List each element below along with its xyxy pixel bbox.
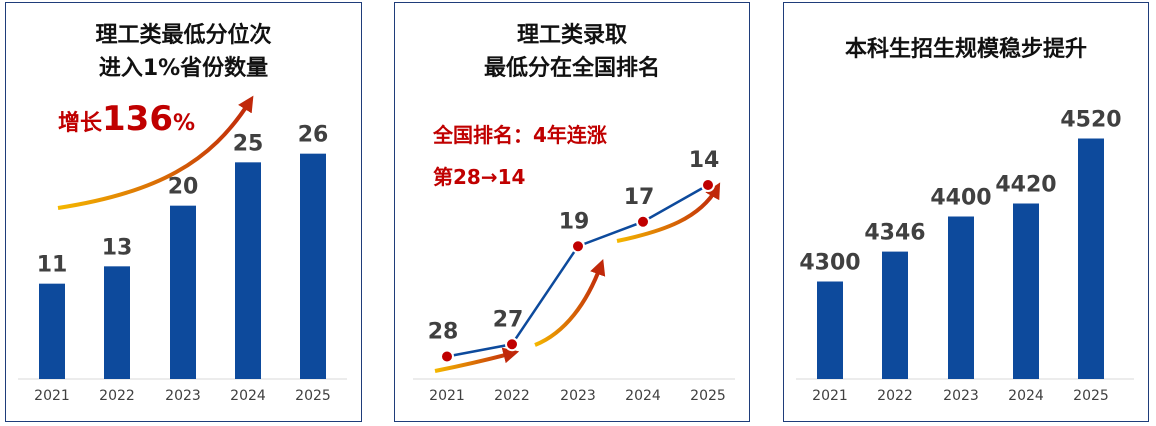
data-label: 25 — [233, 131, 264, 156]
rank-change-annotation: 第28→14 — [433, 165, 526, 189]
bar — [170, 205, 196, 379]
bar — [882, 251, 908, 379]
data-point — [636, 214, 650, 229]
data-point — [701, 178, 715, 192]
data-label: 13 — [102, 235, 133, 260]
data-label: 4520 — [1060, 108, 1121, 133]
trend-arrow-3 — [616, 182, 721, 243]
chart-title: 理工类录取 最低分在全国排名 — [483, 23, 660, 81]
data-label: 19 — [559, 209, 590, 234]
growth-number: 136 — [102, 99, 173, 139]
data-label: 4400 — [930, 186, 991, 211]
data-label: 4346 — [864, 221, 925, 246]
x-tick-label: 2023 — [560, 388, 596, 404]
x-tick-label: 2021 — [429, 388, 465, 404]
x-tick-label: 2021 — [812, 388, 848, 404]
bar-chart-enrollment: 4300 2021 4346 2022 4400 2023 4420 2024 4520 2025 — [796, 108, 1134, 404]
chart-title: 本科生招生规模稳步提升 — [844, 37, 1087, 62]
x-tick-label: 2023 — [943, 388, 979, 404]
x-tick-label: 2023 — [165, 388, 201, 404]
growth-prefix: 增长 — [58, 111, 103, 136]
data-point — [505, 337, 519, 352]
bar — [1078, 138, 1104, 379]
x-tick-label: 2024 — [230, 388, 266, 404]
bar — [948, 216, 974, 379]
data-label: 17 — [624, 185, 655, 210]
bar — [817, 281, 843, 379]
data-point — [440, 349, 454, 364]
panel-top-province-count: 理工类最低分位次 进入1%省份数量 11 2021 13 2022 20 2023 25 20… — [5, 2, 362, 422]
x-tick-label: 2025 — [690, 388, 726, 404]
data-label: 26 — [298, 123, 329, 148]
panel-enrollment-scale: 本科生招生规模稳步提升 4300 2021 4346 2022 4400 2023 4420… — [783, 2, 1149, 422]
growth-annotation: 增长136% — [58, 99, 195, 139]
bar-chart-province-count: 11 2021 13 2022 20 2023 25 2024 26 2025 — [18, 95, 347, 404]
x-tick-label: 2025 — [295, 388, 331, 404]
rank-streak-annotation: 全国排名：4年连涨 — [433, 123, 607, 147]
growth-arrow — [57, 95, 254, 210]
bar — [235, 162, 261, 379]
bar — [300, 153, 326, 379]
data-label: 4300 — [799, 251, 860, 276]
chart-title: 理工类最低分位次 进入1%省份数量 — [95, 23, 272, 81]
data-point — [571, 239, 585, 254]
x-tick-label: 2022 — [494, 388, 530, 404]
x-tick-label: 2024 — [625, 388, 661, 404]
bar — [39, 283, 65, 379]
data-label: 20 — [168, 175, 199, 200]
x-tick-label: 2024 — [1008, 388, 1044, 404]
data-label: 27 — [493, 307, 524, 332]
panel-national-rank: 理工类录取 最低分在全国排名 28 2021 27 2022 19 2023 17 2024 1… — [394, 2, 750, 422]
growth-suffix: % — [173, 111, 196, 136]
data-label: 14 — [689, 148, 720, 173]
line-chart-national-rank: 28 2021 27 2022 19 2023 17 2024 14 2025 — [413, 148, 735, 404]
data-label: 4420 — [995, 173, 1056, 198]
data-label: 28 — [428, 320, 459, 345]
data-label: 11 — [37, 253, 68, 278]
bar — [104, 266, 130, 379]
x-tick-label: 2025 — [1073, 388, 1109, 404]
trend-arrow-1 — [434, 347, 520, 373]
bar — [1013, 203, 1039, 379]
trend-arrow-2 — [534, 258, 606, 347]
x-tick-label: 2022 — [99, 388, 135, 404]
x-tick-label: 2021 — [34, 388, 70, 404]
x-tick-label: 2022 — [877, 388, 913, 404]
